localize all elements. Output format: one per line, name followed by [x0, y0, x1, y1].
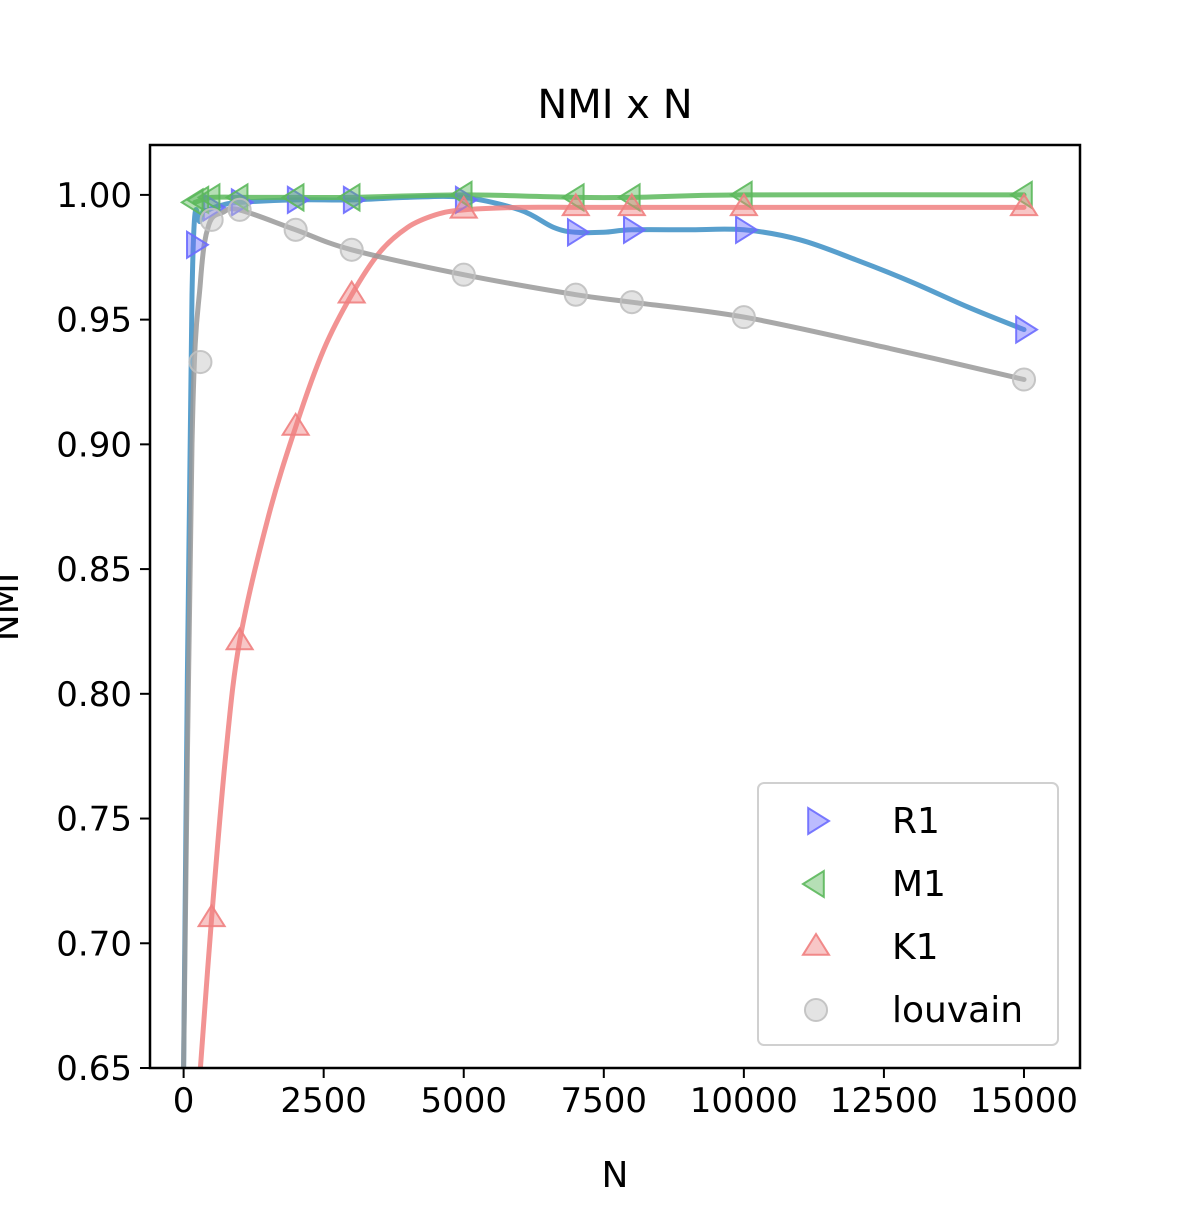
- marker-louvain-9: [1011, 367, 1037, 392]
- plot-frame: [148, 143, 1082, 1070]
- legend-marker-m1: [801, 869, 825, 899]
- marker-louvain-1: [199, 207, 224, 232]
- marker-r1-7: [623, 215, 647, 245]
- marker-louvain-6: [563, 282, 588, 307]
- marker-r1-6: [566, 217, 591, 248]
- marker-r1-9: [1015, 314, 1039, 345]
- legend-label-k1: K1: [892, 927, 939, 968]
- markers: [179, 180, 1039, 928]
- marker-m1-1: [185, 185, 210, 215]
- x-tick-label: 12500: [830, 1081, 938, 1121]
- legend-label-louvain: louvain: [892, 990, 1023, 1031]
- marker-louvain-2: [227, 197, 252, 222]
- x-tick-label: 0: [173, 1081, 195, 1121]
- marker-k1-5: [560, 192, 591, 217]
- y-tick-label: 0.70: [56, 924, 132, 964]
- marker-m1-10: [1009, 180, 1033, 210]
- marker-k1-4: [448, 194, 479, 219]
- legend-box: [757, 782, 1059, 1046]
- legend-marker-louvain: [803, 997, 829, 1023]
- legend-marker-k1: [801, 932, 831, 956]
- x-axis-label: N: [602, 1155, 629, 1196]
- marker-k1-7: [729, 192, 759, 217]
- marker-k1-3: [336, 279, 367, 304]
- y-tick-label: 0.80: [56, 675, 132, 715]
- marker-louvain-4: [339, 237, 364, 262]
- y-tick-label: 1.00: [56, 176, 132, 216]
- legend-label-r1: R1: [892, 801, 940, 842]
- marker-louvain-8: [731, 305, 756, 330]
- y-tick-label: 0.85: [56, 550, 132, 590]
- marker-m1-5: [336, 182, 361, 213]
- marker-r1-8: [735, 215, 759, 245]
- y-tick-label: 0.65: [56, 1049, 132, 1089]
- marker-m1-3: [224, 182, 249, 213]
- series-line-k1: [197, 204, 1027, 1068]
- legend-label-m1: M1: [892, 864, 946, 905]
- chart-title: NMI x N: [537, 82, 692, 128]
- x-tick-label: 7500: [561, 1081, 648, 1121]
- marker-k1-1: [224, 626, 255, 651]
- marker-r1-0: [186, 229, 210, 260]
- y-tick-label: 0.95: [56, 301, 132, 341]
- series-line-louvain: [181, 206, 1027, 1068]
- x-tick-label: 10000: [690, 1081, 798, 1121]
- marker-louvain-7: [619, 290, 644, 315]
- y-tick-label: 0.90: [56, 425, 132, 465]
- legend-marker-r1: [807, 806, 831, 836]
- marker-m1-4: [280, 182, 305, 213]
- marker-k1-2: [280, 412, 311, 436]
- x-tick-label: 15000: [970, 1081, 1078, 1121]
- marker-m1-2: [196, 182, 221, 213]
- marker-louvain-3: [283, 217, 308, 242]
- marker-k1-0: [196, 903, 227, 928]
- marker-m1-9: [728, 180, 753, 210]
- y-axis-label: NMI: [0, 573, 27, 642]
- x-tick-label: 2500: [280, 1081, 367, 1121]
- marker-k1-6: [617, 192, 647, 217]
- x-tick-label: 5000: [420, 1081, 507, 1121]
- marker-louvain-0: [188, 349, 213, 375]
- marker-louvain-5: [451, 262, 476, 287]
- marker-k1-8: [1009, 192, 1039, 217]
- y-tick-label: 0.75: [56, 800, 132, 840]
